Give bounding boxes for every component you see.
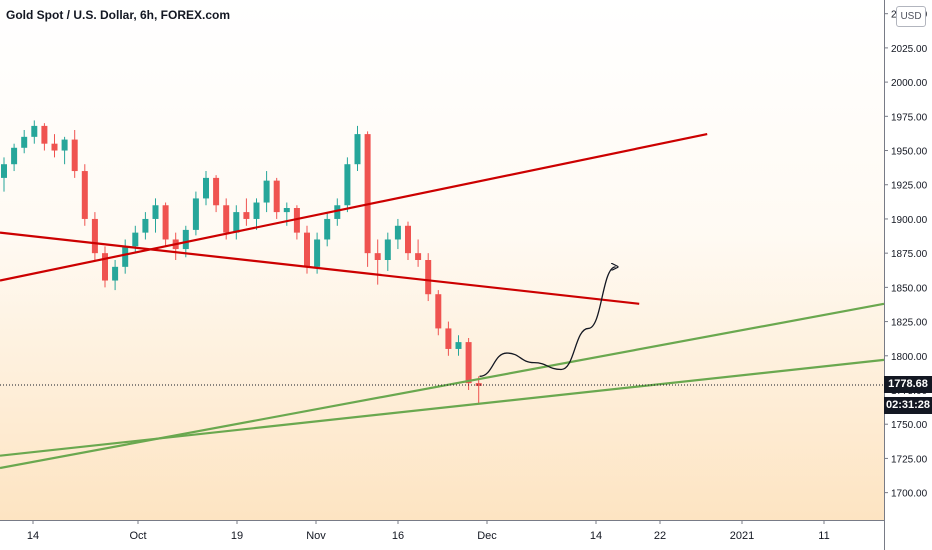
x-tick-label: 14 xyxy=(27,530,39,542)
candle-body xyxy=(394,225,401,240)
candle-body xyxy=(182,229,189,250)
candle-body xyxy=(455,342,462,349)
candle-body xyxy=(314,239,321,267)
y-tick-label: 1800.00 xyxy=(891,352,928,363)
candle-body xyxy=(243,212,250,219)
candle-body xyxy=(81,171,88,219)
candle-body xyxy=(203,177,209,199)
candle-body xyxy=(31,125,38,137)
x-tick-label: 11 xyxy=(818,530,829,542)
y-tick-label: 1925.00 xyxy=(891,181,928,192)
currency-button[interactable]: USD xyxy=(896,6,926,27)
bar-countdown-label: 02:31:28 xyxy=(884,397,932,414)
candle-body xyxy=(283,208,290,213)
candle-body xyxy=(1,164,7,178)
x-tick-label: Nov xyxy=(306,530,326,542)
x-tick-label: 22 xyxy=(654,530,666,542)
resistance-descending-line xyxy=(0,231,640,305)
candle-body xyxy=(344,164,351,206)
candle-body xyxy=(102,253,108,281)
candle-body xyxy=(425,260,432,295)
candle-body xyxy=(71,139,78,172)
candle-body xyxy=(475,383,482,386)
plot-background xyxy=(0,0,884,520)
y-tick-label: 1700.00 xyxy=(891,489,928,500)
candle-body xyxy=(405,225,411,254)
x-tick-label: Oct xyxy=(129,530,146,542)
candle-body xyxy=(384,239,391,260)
projection-arrow xyxy=(479,267,616,377)
candle-body xyxy=(334,205,341,219)
candle-body xyxy=(21,136,28,148)
y-tick-label: 2000.00 xyxy=(891,78,928,89)
candle-body xyxy=(61,139,68,151)
candle-body xyxy=(324,218,331,240)
candle-body xyxy=(162,205,169,240)
candle-body xyxy=(152,205,159,219)
candle-body xyxy=(293,208,300,233)
candle-body xyxy=(112,266,119,281)
support-shallow-line xyxy=(0,358,885,457)
y-tick-label: 1975.00 xyxy=(891,112,928,123)
candle-body xyxy=(465,342,472,384)
x-tick-label: 16 xyxy=(392,530,404,542)
candle-body xyxy=(142,218,149,233)
time-scale-panel xyxy=(0,520,884,550)
candle-body xyxy=(374,253,381,260)
y-tick-label: 1750.00 xyxy=(891,420,928,431)
candle-body xyxy=(273,180,280,213)
candle-body xyxy=(51,143,58,151)
x-tick-label: 19 xyxy=(231,530,243,542)
y-tick-label: 1900.00 xyxy=(891,215,928,226)
candle-body xyxy=(122,246,129,267)
candle-body xyxy=(11,147,18,165)
candle-body xyxy=(435,294,442,329)
candle-body xyxy=(354,134,361,165)
candle-body xyxy=(91,218,98,254)
y-tick-label: 1825.00 xyxy=(891,318,928,329)
candle-body xyxy=(445,328,452,349)
last-price-label: 1778.68 xyxy=(884,376,932,393)
candle-body xyxy=(41,125,48,144)
y-tick-label: 1950.00 xyxy=(891,147,928,158)
candle-body xyxy=(364,134,371,254)
candle-body xyxy=(132,232,139,247)
y-tick-label: 1725.00 xyxy=(891,454,928,465)
x-tick-label: 14 xyxy=(590,530,602,542)
candle-body xyxy=(253,202,260,219)
candle-body xyxy=(415,253,422,260)
candle-body xyxy=(304,232,310,267)
candle-body xyxy=(223,205,230,233)
chart-title: Gold Spot / U.S. Dollar, 6h, FOREX.com xyxy=(6,8,231,22)
x-tick-label: Dec xyxy=(477,530,497,542)
resistance-ascending-line xyxy=(0,133,708,282)
candle-body xyxy=(192,198,199,230)
candle-body xyxy=(263,180,270,203)
price-scale-panel xyxy=(884,0,932,550)
y-tick-label: 2025.00 xyxy=(891,44,928,55)
candle-body xyxy=(233,212,240,233)
candle-body xyxy=(213,177,220,206)
y-tick-label: 1875.00 xyxy=(891,249,928,260)
x-tick-label: 2021 xyxy=(730,530,754,542)
y-tick-label: 1850.00 xyxy=(891,283,928,294)
